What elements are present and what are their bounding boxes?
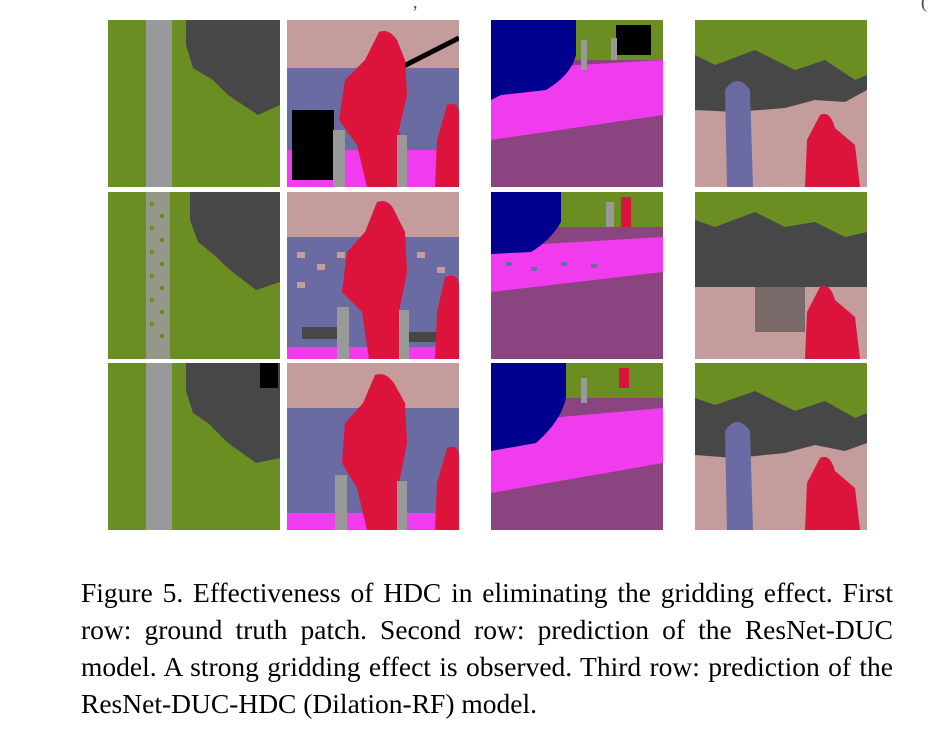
row2-col1-patch bbox=[108, 192, 280, 359]
row2-col2-patch bbox=[287, 192, 459, 359]
top-clipped-mark-2: ( bbox=[921, 0, 927, 12]
row2-col4-patch bbox=[695, 192, 867, 359]
segmentation-figure-grid bbox=[108, 20, 868, 530]
row1-col4-patch bbox=[695, 20, 867, 187]
row1-col1-patch bbox=[108, 20, 280, 187]
figure-caption: Figure 5. Effectiveness of HDC in elimin… bbox=[81, 577, 893, 719]
row2-col3-patch bbox=[491, 192, 663, 359]
row1-col2-patch bbox=[287, 20, 459, 187]
row1-col3-patch bbox=[491, 20, 663, 187]
row3-col1-patch bbox=[108, 363, 280, 530]
row3-col2-patch bbox=[287, 363, 459, 530]
row3-col4-patch bbox=[695, 363, 867, 530]
top-clipped-mark-1: , bbox=[413, 0, 418, 12]
row3-col3-patch bbox=[491, 363, 663, 530]
